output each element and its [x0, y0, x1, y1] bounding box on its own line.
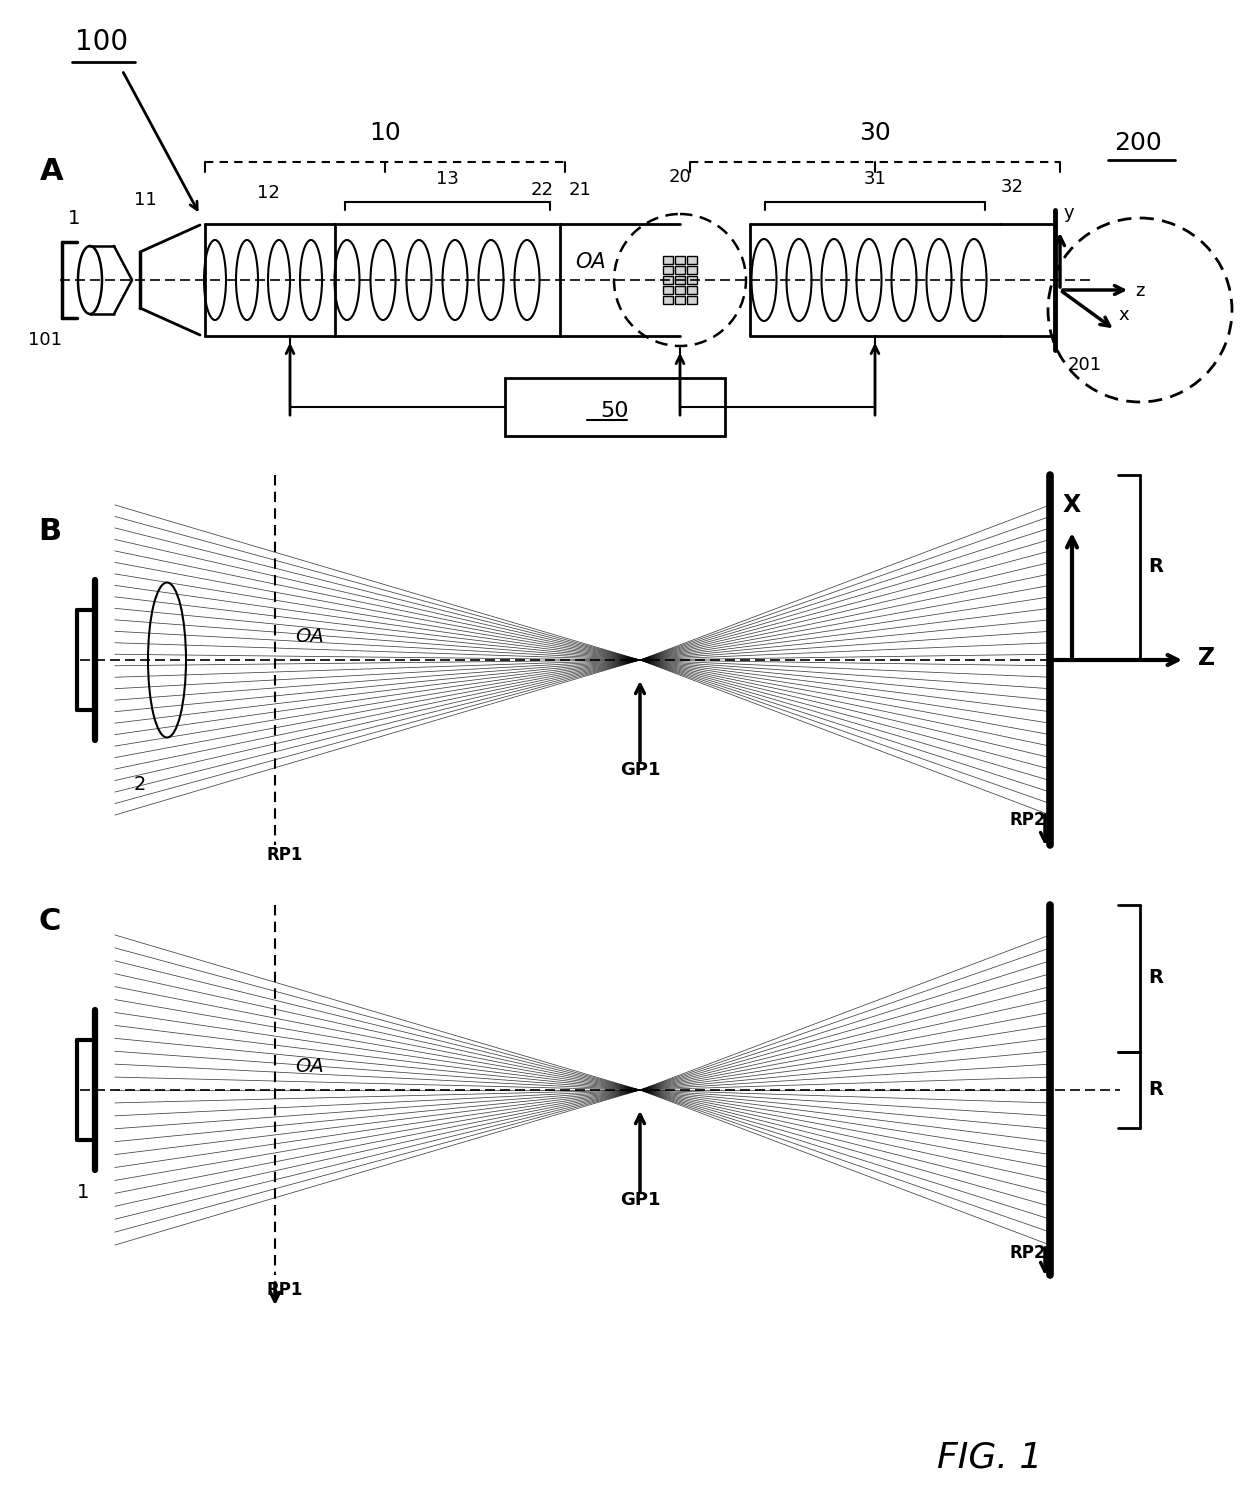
Bar	[687, 255, 697, 264]
Bar	[505, 378, 725, 437]
Bar	[663, 296, 673, 304]
Text: OA: OA	[574, 252, 605, 272]
Bar	[663, 286, 673, 295]
Text: 200: 200	[1114, 131, 1162, 156]
Text: 12: 12	[257, 184, 279, 202]
Text: A: A	[40, 157, 63, 186]
Text: C: C	[38, 907, 61, 935]
Text: 100: 100	[76, 29, 129, 56]
Text: GP1: GP1	[620, 762, 660, 780]
Bar	[663, 266, 673, 273]
Text: 31: 31	[863, 171, 887, 187]
Text: 2: 2	[134, 775, 146, 793]
Bar	[687, 266, 697, 273]
Text: 32: 32	[1001, 178, 1023, 196]
Text: 22: 22	[531, 181, 553, 199]
Text: 11: 11	[134, 190, 156, 209]
Bar	[663, 277, 673, 284]
Bar	[687, 286, 697, 295]
Bar	[675, 277, 684, 284]
Bar	[687, 296, 697, 304]
Text: 1: 1	[77, 1183, 89, 1201]
Bar	[675, 286, 684, 295]
Bar	[675, 255, 684, 264]
Text: FIG. 1: FIG. 1	[937, 1441, 1043, 1475]
Text: 201: 201	[1068, 357, 1102, 375]
Text: RP2: RP2	[1009, 1244, 1047, 1262]
Bar	[675, 296, 684, 304]
Text: 101: 101	[29, 331, 62, 349]
Text: RP2: RP2	[1009, 811, 1047, 830]
Text: 50: 50	[600, 400, 629, 422]
Text: RP1: RP1	[267, 1281, 304, 1299]
Text: R: R	[1148, 1080, 1163, 1098]
Text: R: R	[1148, 558, 1163, 576]
Text: 10: 10	[370, 121, 401, 145]
Text: RP1: RP1	[267, 846, 304, 864]
Text: y: y	[1064, 204, 1075, 222]
Text: R: R	[1148, 969, 1163, 987]
Text: 30: 30	[859, 121, 890, 145]
Text: Z: Z	[1198, 647, 1215, 669]
Text: OA: OA	[295, 1058, 324, 1076]
Text: 21: 21	[569, 181, 591, 199]
Text: X: X	[1063, 493, 1081, 517]
Text: 1: 1	[68, 209, 81, 228]
Bar	[675, 266, 684, 273]
Text: x: x	[1118, 307, 1128, 323]
Text: GP1: GP1	[620, 1191, 660, 1209]
Text: 13: 13	[435, 171, 459, 187]
Bar	[687, 277, 697, 284]
Text: B: B	[38, 517, 61, 545]
Text: OA: OA	[295, 627, 324, 647]
Text: z: z	[1135, 283, 1145, 301]
Bar	[663, 255, 673, 264]
Text: 20: 20	[668, 168, 692, 186]
